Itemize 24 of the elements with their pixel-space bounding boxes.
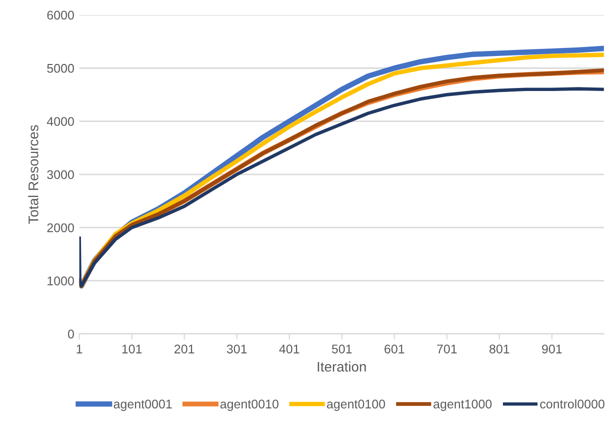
x-tick-label: 301 (226, 344, 247, 354)
legend-label: control0000 (540, 399, 604, 408)
legend-label: agent0100 (326, 400, 386, 411)
y-tick-label: 6000 (47, 10, 74, 20)
x-tick-label: 601 (384, 344, 404, 354)
x-tick-label: 701 (437, 344, 457, 354)
y-tick-label: 5000 (47, 64, 74, 73)
y-tick-label: 3000 (47, 170, 74, 180)
legend-label: agent0001 (114, 400, 172, 411)
y-axis-title: Total Resources (28, 125, 38, 224)
y-tick-label: 1000 (48, 276, 74, 286)
x-tick-label: 101 (122, 344, 142, 354)
y-tick-label: 2000 (47, 223, 74, 232)
x-tick-label: 401 (279, 344, 300, 354)
y-tick-label: 4000 (46, 117, 74, 126)
x-tick-label: 801 (490, 344, 510, 354)
x-tick-label: 1 (76, 344, 82, 354)
y-tick-label: 0 (68, 330, 74, 338)
x-axis-title: Iteration (318, 361, 366, 372)
legend-label: agent1000 (434, 400, 492, 411)
legend-label: agent0010 (220, 400, 278, 411)
x-tick-label: 901 (542, 344, 562, 354)
x-tick-label: 201 (174, 344, 194, 354)
x-tick-label: 501 (332, 344, 352, 354)
